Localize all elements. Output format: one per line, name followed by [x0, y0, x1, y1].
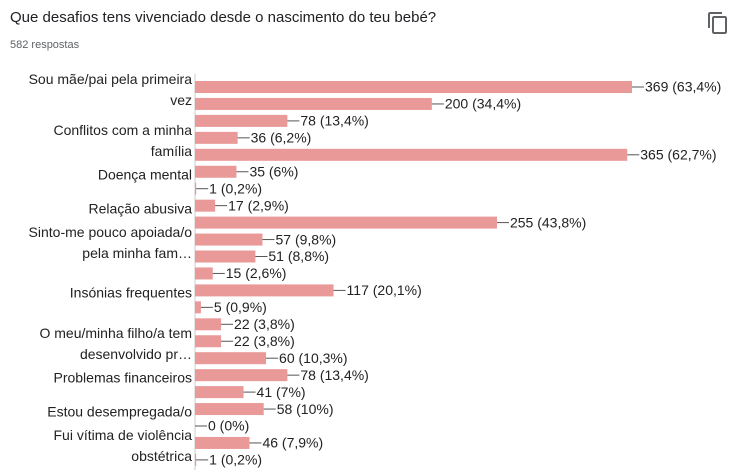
category-label: Estou desempregada/o	[47, 403, 192, 420]
bar	[195, 165, 237, 178]
bar	[195, 148, 628, 161]
value-label: 1 (0,2%)	[209, 452, 262, 468]
chart-title: Que desafios tens vivenciado desde o nas…	[10, 9, 437, 26]
bar	[195, 369, 288, 382]
value-label: 78 (13,4%)	[300, 367, 368, 383]
bar	[195, 386, 244, 399]
value-label: 78 (13,4%)	[300, 113, 368, 129]
value-label: 200 (34,4%)	[445, 96, 521, 112]
bar	[195, 335, 222, 348]
value-label: 22 (3,8%)	[234, 333, 295, 349]
bar	[195, 182, 197, 195]
value-label: 0 (0%)	[208, 418, 249, 434]
bar	[195, 436, 250, 449]
bar	[195, 284, 334, 297]
category-label: Insónias frequentes	[69, 284, 192, 301]
category-label: Doença mental	[97, 166, 192, 183]
bar	[195, 81, 632, 93]
value-label: 35 (6%)	[249, 163, 298, 179]
bar	[195, 403, 264, 416]
category-label: Sinto-me pouco apoiada/o pela minha fam…	[28, 223, 192, 261]
value-label: 365 (62,7%)	[640, 147, 716, 163]
value-label: 369 (63,4%)	[645, 79, 721, 95]
category-label: Relação abusiva	[88, 200, 192, 217]
bar	[195, 250, 256, 263]
plot: 369 (63,4%)200 (34,4%)78 (13,4%)36 (6,2%…	[194, 74, 721, 470]
copy-button[interactable]	[706, 11, 730, 35]
value-label: 5 (0,9%)	[214, 299, 267, 315]
bar	[195, 301, 201, 314]
value-label: 58 (10%)	[277, 401, 334, 417]
bar	[195, 318, 222, 331]
value-label: 51 (8,8%)	[268, 248, 329, 264]
value-label: 60 (10,3%)	[279, 350, 347, 366]
value-label: 41 (7%)	[257, 384, 306, 400]
chart: 369 (63,4%) 200 (34,4%) 78 (13,4%) 36 (6,2%…	[0, 74, 744, 470]
value-label: 15 (2,6%)	[226, 265, 287, 281]
value-label: 57 (9,8%)	[276, 231, 337, 247]
value-label: 22 (3,8%)	[234, 316, 295, 332]
bar	[195, 97, 432, 110]
bar	[195, 453, 197, 466]
bar	[195, 199, 216, 212]
value-label: 117 (20,1%)	[347, 282, 422, 298]
value-label: 255 (43,8%)	[510, 214, 586, 230]
category-label: Sou mãe/pai pela primeira vez	[28, 74, 192, 108]
category-label: Problemas financeiros	[53, 369, 192, 386]
category-label: Fui vítima de violência obstétrica	[53, 426, 192, 464]
bar	[195, 131, 238, 144]
bar	[195, 267, 213, 280]
bar	[195, 352, 267, 365]
value-label: 46 (7,9%)	[262, 435, 323, 451]
bar	[195, 233, 263, 246]
category-label: Conflitos com a minha família	[53, 121, 192, 159]
bar	[195, 114, 288, 127]
category-label: O meu/minha filho/a tem desenvolvido pr…	[39, 325, 192, 363]
value-label: 36 (6,2%)	[251, 130, 312, 146]
value-label: 17 (2,9%)	[228, 197, 289, 213]
response-count: 582 respostas	[10, 39, 80, 51]
value-label: 1 (0,2%)	[209, 180, 262, 196]
bar	[195, 216, 497, 229]
